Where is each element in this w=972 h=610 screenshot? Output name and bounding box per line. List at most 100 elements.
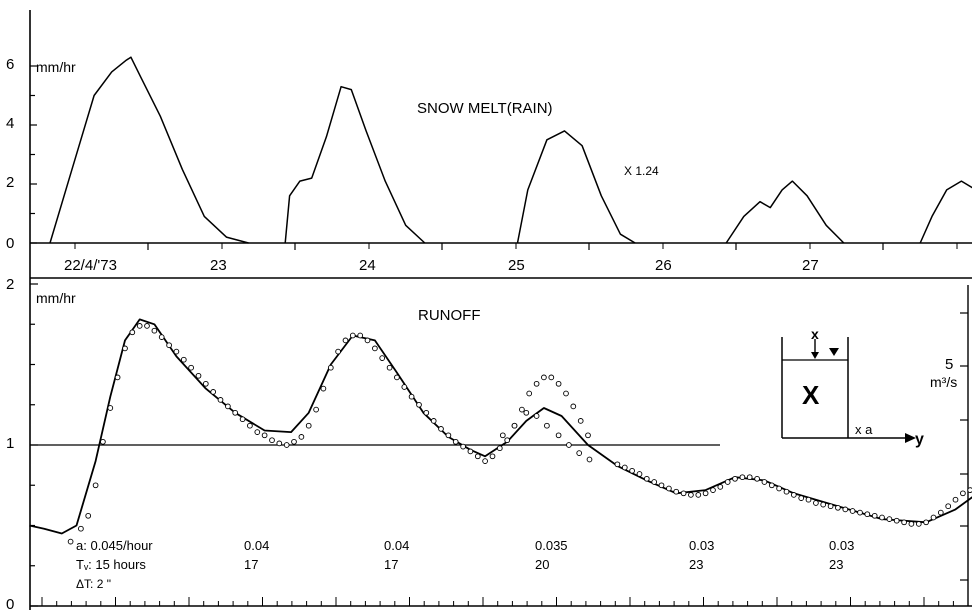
observed-runoff-point xyxy=(967,487,972,493)
observed-runoff-point xyxy=(945,503,952,510)
observed-runoff-point xyxy=(835,504,841,511)
observed-runoff-point xyxy=(78,525,84,532)
observed-runoff-point xyxy=(849,508,856,514)
observed-runoff-point xyxy=(107,405,114,411)
observed-runoff-point xyxy=(908,521,915,527)
observed-runoff-point xyxy=(702,490,709,497)
date-label: 27 xyxy=(802,257,819,274)
parameter-table: a: 0.045/hour 0.04 0.04 0.035 0.03 0.03 … xyxy=(76,538,854,591)
snowmelt-pulse xyxy=(516,130,636,244)
observed-runoff-point xyxy=(313,406,319,413)
observed-runoff-point xyxy=(614,461,621,468)
observed-runoff-point xyxy=(813,500,819,506)
observed-runoff-point xyxy=(283,442,290,448)
observed-runoff-point xyxy=(122,345,128,352)
observed-runoff-point xyxy=(335,348,341,355)
observed-runoff-point xyxy=(541,374,547,381)
param-value: 0.04 xyxy=(244,538,269,553)
inflow-arrow-head xyxy=(811,352,819,359)
observed-runoff-point xyxy=(643,475,650,482)
observed-runoff-point xyxy=(438,426,444,432)
top-panel-title: SNOW MELT(RAIN) xyxy=(417,100,553,117)
observed-runoff-point xyxy=(563,390,569,397)
observed-runoff-point xyxy=(180,356,187,363)
observed-runoff-point xyxy=(445,432,452,439)
observed-runoff-point xyxy=(586,456,593,463)
observed-runoff-point xyxy=(651,479,658,485)
observed-runoff-point xyxy=(202,380,209,387)
observed-runoff-point xyxy=(261,432,268,439)
param-value: 23 xyxy=(689,557,703,572)
observed-runoff-point xyxy=(482,458,488,464)
observed-runoff-point xyxy=(533,380,540,387)
param-value: 15 hours xyxy=(95,557,146,572)
date-label: 26 xyxy=(655,257,672,274)
outflow-label: x a xyxy=(855,422,873,437)
observed-runoff-point xyxy=(423,409,430,416)
snowmelt-pulse xyxy=(725,180,845,244)
bottom-panel-y-tick-labels: 2 1 0 xyxy=(6,276,14,610)
observed-runoff-point xyxy=(864,511,871,518)
top-panel-ylabel: mm/hr xyxy=(36,59,76,75)
observed-runoff-point xyxy=(136,323,143,329)
snowmelt-plot xyxy=(30,56,972,250)
observed-runoff-point xyxy=(746,474,753,481)
param-value: 0.035 xyxy=(535,538,568,553)
observed-runoff-point xyxy=(923,519,929,526)
observed-runoff-point xyxy=(783,488,790,495)
observed-runoff-point xyxy=(357,332,364,339)
observed-runoff-point xyxy=(151,327,158,334)
snowmelt-pulse xyxy=(284,85,426,244)
param-value: 0.03 xyxy=(829,538,854,553)
top-y-tick-label: 6 xyxy=(6,56,14,73)
date-label: 24 xyxy=(359,257,376,274)
param-value: 2 " xyxy=(97,577,111,591)
top-y-tick-label: 0 xyxy=(6,235,14,252)
observed-runoff-point xyxy=(666,485,672,492)
observed-runoff-point xyxy=(842,506,849,513)
observed-runoff-point xyxy=(585,432,591,439)
bottom-panel-ylabel: mm/hr xyxy=(36,290,76,306)
observed-runoff-point xyxy=(805,496,812,503)
observed-runoff-point xyxy=(673,488,680,495)
observed-runoff-point xyxy=(952,496,959,503)
observed-runoff-point xyxy=(166,342,172,349)
observed-runoff-point xyxy=(232,409,239,416)
observed-runoff-point xyxy=(901,519,907,526)
bottom-panel-title: RUNOFF xyxy=(418,307,481,324)
observed-runoff-point xyxy=(85,512,92,519)
observed-runoff-point xyxy=(188,364,194,371)
observed-runoff-point xyxy=(886,516,893,522)
inflow-label: x xyxy=(811,326,819,342)
observed-runoff-point xyxy=(379,355,386,361)
runoff-plot xyxy=(29,283,972,607)
param-value: 20 xyxy=(535,557,549,572)
observed-runoff-point xyxy=(555,432,562,439)
observed-runoff-point xyxy=(577,418,584,424)
observed-runoff-point xyxy=(566,442,572,448)
observed-runoff-point xyxy=(173,348,180,355)
param-value: 23 xyxy=(829,557,843,572)
observed-runoff-point xyxy=(239,416,246,423)
observed-runoff-point xyxy=(499,432,506,439)
observed-runoff-point xyxy=(100,438,106,445)
param-row-tv: Tᵥ: 15 hours xyxy=(76,557,146,572)
observed-runoff-point xyxy=(489,453,496,460)
observed-runoff-point xyxy=(768,482,775,489)
observed-runoff-point xyxy=(144,323,150,329)
observed-runoff-point xyxy=(695,492,702,498)
observed-runoff-point xyxy=(621,464,628,471)
observed-runoff-point xyxy=(754,475,760,482)
observed-runoff-point xyxy=(276,440,283,447)
right-axis-unit-label: m³/s xyxy=(930,374,957,390)
observed-runoff-point xyxy=(688,492,694,498)
outflow-arrow-head xyxy=(905,433,916,443)
top-panel-y-tick-labels: 6 4 2 0 xyxy=(6,56,14,252)
param-label: a: xyxy=(76,538,90,553)
bottom-y-tick-label: 0 xyxy=(6,596,14,610)
observed-runoff-point xyxy=(92,482,99,489)
observed-runoff-point xyxy=(511,422,518,429)
observed-runoff-point xyxy=(636,471,643,477)
top-y-tick-label: 2 xyxy=(6,174,14,191)
